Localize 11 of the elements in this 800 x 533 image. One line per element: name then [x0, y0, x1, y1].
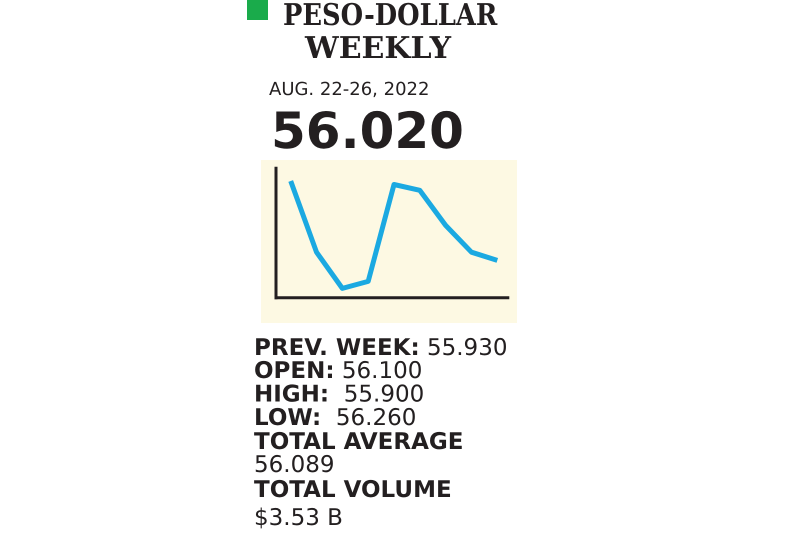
text: PREV. WEEK: 55.930 [254, 335, 508, 361]
text: TOTAL VOLUME [254, 477, 452, 503]
text: TOTAL AVERAGE [254, 429, 464, 455]
text: 56.089 [254, 452, 334, 478]
text: OPEN: 56.100 [254, 358, 422, 384]
chart-title: PESO-DOLLAR WEEKLY [283, 0, 498, 66]
text: $3.53 B [254, 505, 343, 531]
text: 56.020 [271, 102, 464, 160]
text: LOW: 56.260 [254, 405, 416, 431]
chart-subtitle: AUG. 22-26, 2022 [269, 79, 430, 100]
text: HIGH: 55.900 [254, 382, 424, 408]
